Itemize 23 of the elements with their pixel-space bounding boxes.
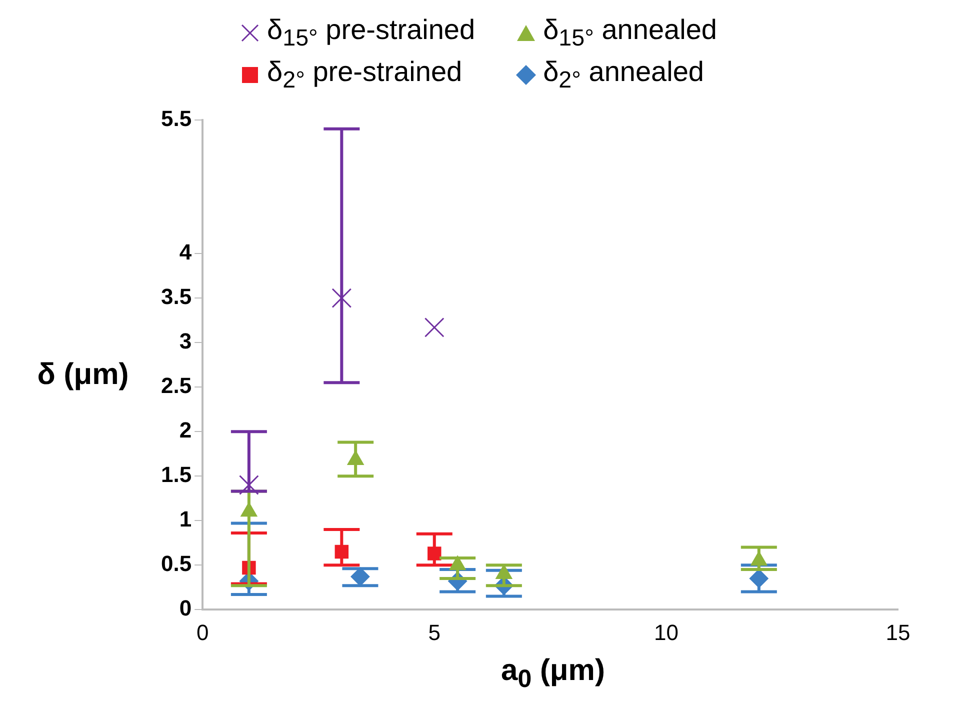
y-tick-label: 1.5 — [160, 462, 192, 488]
legend-label: δ$_{15°}$ pre-strained — [267, 14, 476, 52]
y-tick-label: 5.5 — [160, 106, 192, 132]
y-tick-label: 0 — [179, 596, 192, 621]
point — [332, 288, 352, 308]
y-tick-label: 4 — [179, 240, 192, 265]
x-tick-label: 5 — [428, 620, 441, 645]
x-axis-title: a$_{0}$ (μm) — [500, 654, 606, 694]
y-tick-label: 2 — [179, 418, 192, 443]
y-axis-title: δ (μm) — [36, 358, 130, 392]
legend-label: δ$_{2°}$ pre-strained — [267, 56, 462, 94]
legend-label: δ$_{15°}$ annealed — [543, 14, 717, 52]
y-tick-label: 3 — [179, 328, 192, 354]
legend-label: δ$_{2°}$ annealed — [543, 56, 704, 94]
y-tick-label: 3.5 — [160, 284, 192, 310]
point — [239, 475, 259, 495]
x-tick-label: 10 — [654, 620, 678, 645]
y-tick-label: 1 — [179, 506, 192, 532]
point — [424, 317, 444, 338]
x-tick-label: 0 — [196, 620, 209, 645]
y-tick-label: 2.5 — [160, 373, 192, 398]
y-tick-label: 0.5 — [160, 551, 192, 576]
x-tick-label: 15 — [886, 620, 910, 645]
